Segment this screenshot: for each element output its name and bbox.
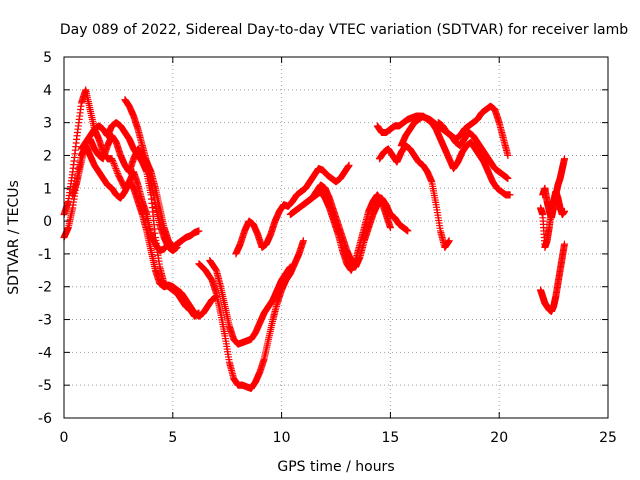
y-axis-label: SDTVAR / TECUs <box>6 180 22 295</box>
data-point-marker <box>195 227 203 235</box>
data-point-marker <box>504 151 512 159</box>
data-point-marker <box>195 309 203 317</box>
data-point-marker <box>560 155 568 163</box>
data-point-marker <box>445 237 453 245</box>
y-tick-label: -6 <box>38 411 52 427</box>
y-tick-label: -4 <box>38 345 52 361</box>
data-point-marker <box>178 237 186 245</box>
data-series <box>232 161 353 258</box>
y-tick-label: -2 <box>38 280 52 296</box>
y-tick-label: -1 <box>38 247 52 263</box>
data-point-marker <box>109 158 117 166</box>
data-point-marker <box>560 207 568 215</box>
x-tick-label: 25 <box>599 430 617 446</box>
data-point-marker <box>114 170 122 178</box>
data-point-marker <box>112 165 120 173</box>
plot-frame <box>63 56 609 419</box>
data-point-marker <box>506 191 514 199</box>
data-point-marker <box>110 161 118 169</box>
data-series <box>206 256 294 348</box>
data-series <box>77 119 203 320</box>
y-tick-label: 4 <box>43 83 52 99</box>
y-tick-label: 1 <box>43 181 52 197</box>
data-point-marker <box>404 227 412 235</box>
x-tick-label: 10 <box>273 430 291 446</box>
data-point-marker <box>110 160 118 168</box>
y-tick-label: -5 <box>38 378 52 394</box>
data-series <box>397 112 514 199</box>
y-tick-label: 5 <box>43 50 52 66</box>
x-tick-label: 20 <box>490 430 508 446</box>
y-tick-label: -3 <box>38 313 52 329</box>
data-point-marker <box>108 155 116 163</box>
y-tick-label: 0 <box>43 214 52 230</box>
data-point-marker <box>286 263 294 271</box>
data-series <box>537 240 568 315</box>
y-tick-labels: -6 -5 -4 -3 -2 -1 0 1 2 3 4 5 <box>38 50 52 427</box>
data-point-marker <box>345 161 353 169</box>
chart-title: Day 089 of 2022, Sidereal Day-to-day VTE… <box>60 22 628 38</box>
data-series <box>299 181 412 271</box>
x-tick-label: 5 <box>168 430 177 446</box>
data-points <box>60 86 568 392</box>
data-point-marker <box>299 237 307 245</box>
data-series <box>434 119 512 182</box>
data-point-marker <box>560 240 568 248</box>
data-point-marker <box>111 163 119 171</box>
data-point-marker <box>504 174 512 182</box>
data-series <box>121 96 181 255</box>
data-point-marker <box>112 166 120 174</box>
data-point-marker <box>173 243 181 251</box>
y-tick-label: 3 <box>43 116 52 132</box>
x-tick-label: 0 <box>60 430 69 446</box>
data-point-marker <box>109 156 117 164</box>
x-tick-labels: 0 5 10 15 20 25 <box>60 430 617 446</box>
x-axis-label: GPS time / hours <box>277 459 394 475</box>
data-point-marker <box>386 224 394 232</box>
x-tick-label: 15 <box>381 430 399 446</box>
data-series <box>537 188 568 251</box>
data-series <box>376 142 453 251</box>
data-point-marker <box>113 168 121 176</box>
y-tick-label: 2 <box>43 148 52 164</box>
